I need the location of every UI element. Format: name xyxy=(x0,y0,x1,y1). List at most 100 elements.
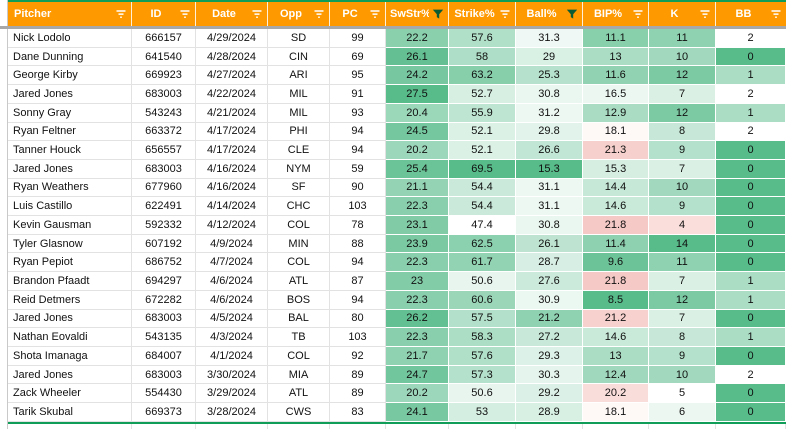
cell-bb[interactable]: 0 xyxy=(716,403,786,422)
cell-pitcher[interactable]: Nathan Eovaldi xyxy=(8,328,132,347)
cell-opp[interactable]: MIA xyxy=(268,365,330,385)
cell-k[interactable]: 10 xyxy=(649,178,716,198)
cell-id[interactable]: 666157 xyxy=(132,29,196,48)
cell-bip[interactable]: 21.8 xyxy=(583,216,649,235)
cell-opp[interactable]: MIL xyxy=(268,85,330,104)
cell-ball[interactable]: 27.2 xyxy=(516,328,583,347)
cell-bip[interactable]: 13 xyxy=(583,47,649,67)
cell-bb[interactable]: 0 xyxy=(716,346,786,366)
cell-k[interactable]: 7 xyxy=(649,309,716,329)
cell-pitcher[interactable]: Tanner Houck xyxy=(8,141,132,160)
cell-k[interactable]: 9 xyxy=(649,141,716,160)
cell-bb[interactable]: 0 xyxy=(716,178,786,198)
cell-opp[interactable]: CIN xyxy=(268,47,330,67)
cell-bb[interactable]: 0 xyxy=(716,216,786,235)
cell-pitcher[interactable]: Jared Jones xyxy=(8,159,132,179)
column-header-bip[interactable]: BIP% xyxy=(583,2,649,26)
cell-strike[interactable]: 54.4 xyxy=(449,197,516,217)
cell-swstr[interactable]: 23 xyxy=(386,272,449,291)
cell-id[interactable]: 694297 xyxy=(132,272,196,291)
cell-bb[interactable]: 1 xyxy=(716,103,786,123)
cell-bb[interactable]: 0 xyxy=(716,253,786,273)
filter-icon[interactable] xyxy=(698,8,711,21)
column-header-opp[interactable]: Opp xyxy=(268,2,330,26)
cell-swstr[interactable]: 25.4 xyxy=(386,159,449,179)
cell-ball[interactable]: 29.2 xyxy=(516,384,583,404)
filter-icon[interactable] xyxy=(631,8,644,21)
cell-ball[interactable]: 31.1 xyxy=(516,178,583,198)
cell-swstr[interactable]: 23.1 xyxy=(386,216,449,235)
cell-swstr[interactable]: 20.4 xyxy=(386,103,449,123)
cell-pitcher[interactable]: Jared Jones xyxy=(8,85,132,104)
cell-id[interactable]: 683003 xyxy=(132,85,196,104)
cell-bip[interactable]: 21.3 xyxy=(583,141,649,160)
cell-date[interactable]: 4/22/2024 xyxy=(196,85,268,104)
cell-opp[interactable]: COL xyxy=(268,346,330,366)
cell-swstr[interactable]: 20.2 xyxy=(386,141,449,160)
cell-pc[interactable]: 83 xyxy=(330,403,386,422)
cell-k[interactable]: 6 xyxy=(649,403,716,422)
cell-swstr[interactable]: 21.7 xyxy=(386,346,449,366)
cell-opp[interactable]: CLE xyxy=(268,141,330,160)
cell-pc[interactable]: 93 xyxy=(330,103,386,123)
cell-swstr[interactable]: 24.1 xyxy=(386,403,449,422)
cell-bip[interactable]: 11.6 xyxy=(583,66,649,86)
cell-pitcher[interactable]: Ryan Pepiot xyxy=(8,253,132,273)
cell-pc[interactable]: 89 xyxy=(330,384,386,404)
cell-pc[interactable]: 92 xyxy=(330,346,386,366)
cell-bip[interactable]: 12.9 xyxy=(583,103,649,123)
filter-icon[interactable] xyxy=(769,8,782,21)
cell-bip[interactable]: 9.6 xyxy=(583,253,649,273)
cell-swstr[interactable]: 22.3 xyxy=(386,197,449,217)
cell-id[interactable]: 672282 xyxy=(132,290,196,310)
cell-date[interactable]: 4/9/2024 xyxy=(196,234,268,254)
cell-pitcher[interactable]: Jared Jones xyxy=(8,365,132,385)
cell-pitcher[interactable]: Reid Detmers xyxy=(8,290,132,310)
cell-pitcher[interactable]: Dane Dunning xyxy=(8,47,132,67)
cell-pitcher[interactable]: Kevin Gausman xyxy=(8,216,132,235)
cell-bb[interactable]: 0 xyxy=(716,384,786,404)
cell-id[interactable]: 543243 xyxy=(132,103,196,123)
cell-bb[interactable]: 2 xyxy=(716,122,786,142)
filter-icon[interactable] xyxy=(114,8,127,21)
cell-date[interactable]: 4/3/2024 xyxy=(196,328,268,347)
cell-pitcher[interactable]: Tyler Glasnow xyxy=(8,234,132,254)
cell-strike[interactable]: 52.7 xyxy=(449,85,516,104)
cell-bb[interactable]: 1 xyxy=(716,328,786,347)
cell-ball[interactable]: 27.6 xyxy=(516,272,583,291)
cell-k[interactable]: 11 xyxy=(649,29,716,48)
cell-bb[interactable]: 0 xyxy=(716,141,786,160)
cell-date[interactable]: 4/29/2024 xyxy=(196,29,268,48)
cell-swstr[interactable]: 22.3 xyxy=(386,328,449,347)
cell-pc[interactable]: 80 xyxy=(330,309,386,329)
cell-k[interactable]: 14 xyxy=(649,234,716,254)
cell-opp[interactable]: SD xyxy=(268,29,330,48)
cell-bip[interactable]: 14.6 xyxy=(583,328,649,347)
cell-strike[interactable]: 50.6 xyxy=(449,384,516,404)
cell-pitcher[interactable]: Zack Wheeler xyxy=(8,384,132,404)
cell-k[interactable]: 12 xyxy=(649,66,716,86)
cell-opp[interactable]: COL xyxy=(268,216,330,235)
filter-icon[interactable] xyxy=(178,8,191,21)
cell-bb[interactable]: 0 xyxy=(716,159,786,179)
cell-ball[interactable]: 30.3 xyxy=(516,365,583,385)
cell-bb[interactable]: 0 xyxy=(716,309,786,329)
cell-id[interactable]: 592332 xyxy=(132,216,196,235)
cell-opp[interactable]: CWS xyxy=(268,403,330,422)
cell-ball[interactable]: 29 xyxy=(516,47,583,67)
cell-strike[interactable]: 57.3 xyxy=(449,365,516,385)
cell-ball[interactable]: 31.2 xyxy=(516,103,583,123)
cell-date[interactable]: 4/27/2024 xyxy=(196,66,268,86)
cell-pc[interactable]: 94 xyxy=(330,253,386,273)
cell-bb[interactable]: 0 xyxy=(716,197,786,217)
cell-swstr[interactable]: 22.2 xyxy=(386,29,449,48)
cell-pitcher[interactable]: Ryan Weathers xyxy=(8,178,132,198)
cell-bip[interactable]: 8.5 xyxy=(583,290,649,310)
cell-strike[interactable]: 57.5 xyxy=(449,309,516,329)
cell-swstr[interactable]: 24.5 xyxy=(386,122,449,142)
cell-ball[interactable]: 31.1 xyxy=(516,197,583,217)
cell-k[interactable]: 7 xyxy=(649,272,716,291)
cell-strike[interactable]: 47.4 xyxy=(449,216,516,235)
cell-strike[interactable]: 63.2 xyxy=(449,66,516,86)
cell-pc[interactable]: 69 xyxy=(330,47,386,67)
